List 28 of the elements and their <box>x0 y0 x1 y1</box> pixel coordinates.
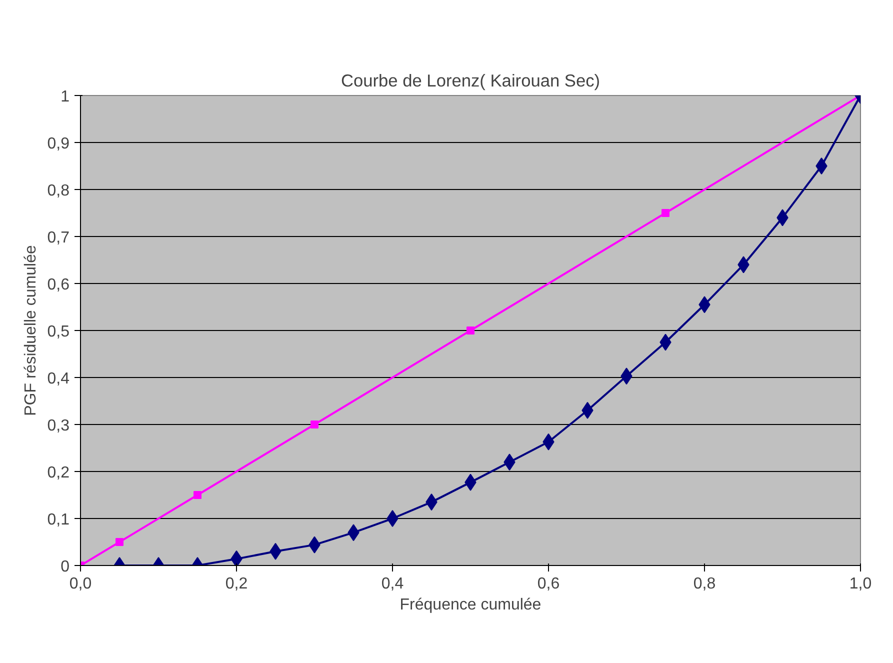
y-tick-label: 0,1 <box>47 512 70 528</box>
point <box>662 209 670 217</box>
x-tick-label: 0,4 <box>381 576 404 592</box>
y-axis-title: PGF résiduelle cumulée <box>22 245 40 416</box>
y-tick-label: 0 <box>60 558 70 576</box>
y-tick-label: 1 <box>60 88 70 106</box>
x-tick-label: 1,0 <box>849 576 872 592</box>
point <box>230 550 242 566</box>
y-tick-label: 0,4 <box>47 370 70 388</box>
y-tick-label: 0,5 <box>47 324 70 340</box>
x-tick-label: 0,6 <box>537 576 560 592</box>
point <box>386 510 398 527</box>
x-tick-label: 0,0 <box>69 576 92 592</box>
y-tick-label: 0,8 <box>47 182 70 200</box>
y-tick-label: 0,2 <box>47 464 70 482</box>
y-tick-label: 0,9 <box>47 136 70 152</box>
point <box>116 538 124 546</box>
point <box>310 420 318 428</box>
y-tick-label: 0,3 <box>47 418 70 434</box>
point <box>466 326 474 334</box>
point <box>816 158 828 174</box>
x-axis-title: Fréquence cumulée <box>400 596 542 614</box>
x-tick-label: 0,8 <box>693 576 716 592</box>
chart-title: Courbe de Lorenz( Kairouan Sec) <box>340 70 600 90</box>
x-tick-label: 0,2 <box>225 576 248 592</box>
y-tick-label: 0,7 <box>47 230 70 246</box>
y-tick-label: 0,6 <box>47 276 70 294</box>
point <box>194 491 202 499</box>
